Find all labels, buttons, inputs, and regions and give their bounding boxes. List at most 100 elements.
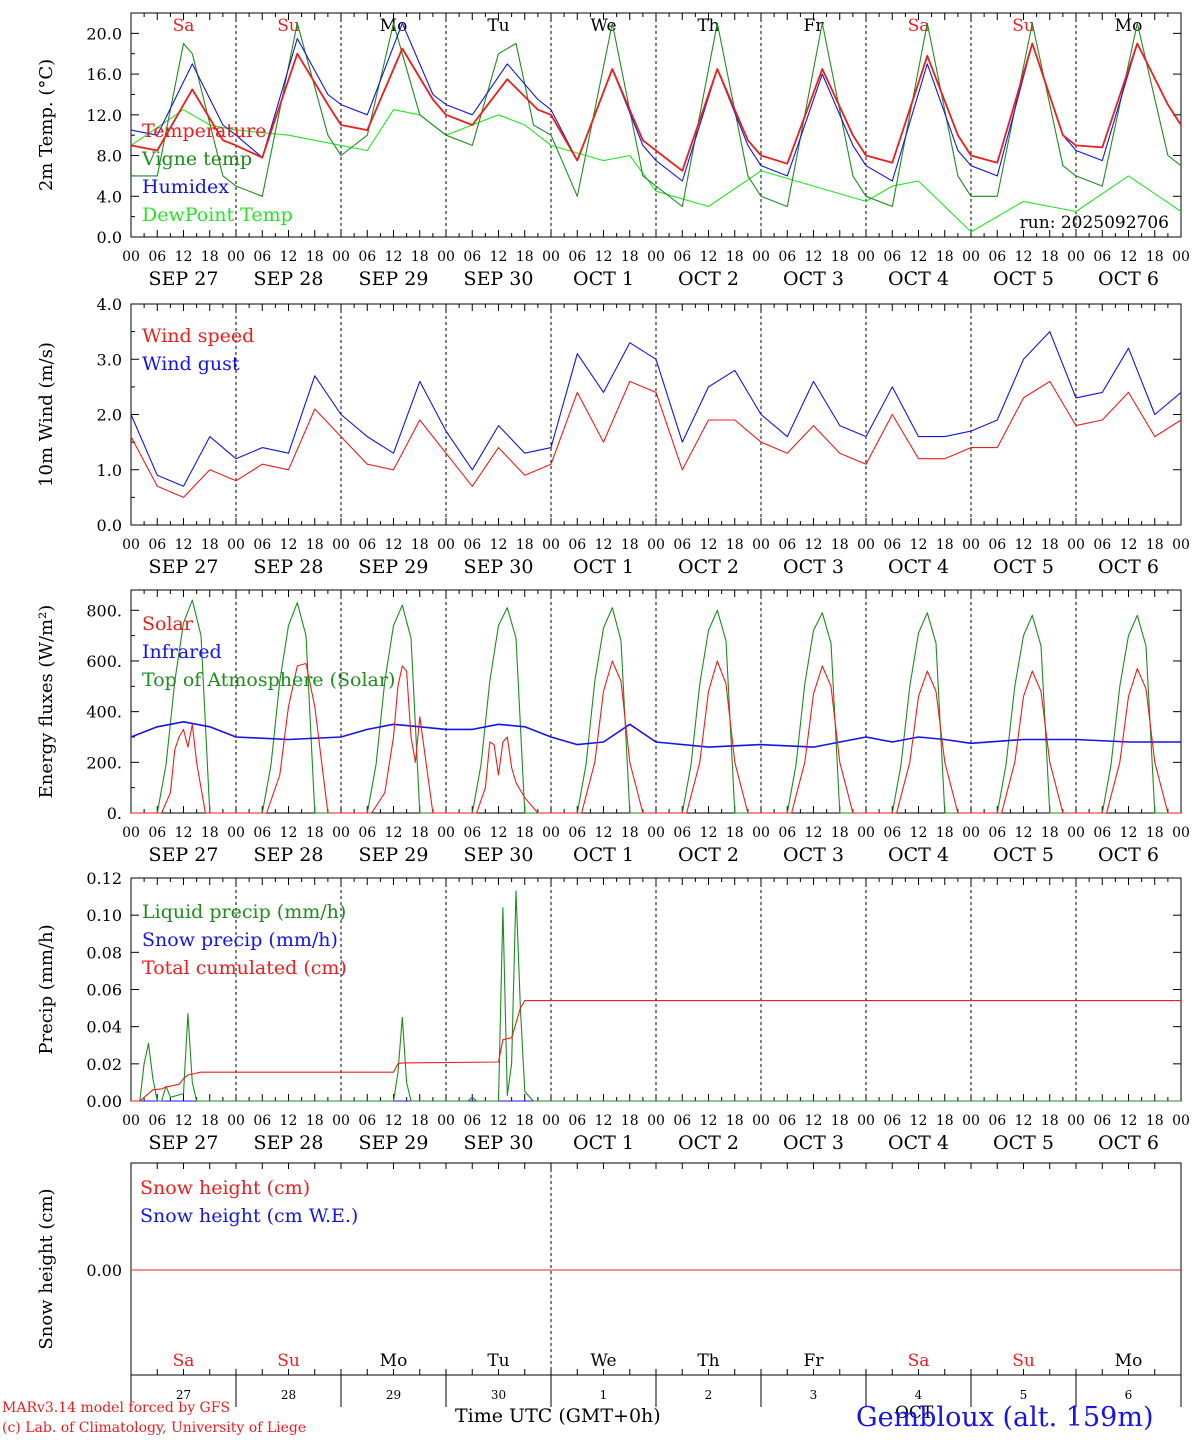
hour-tick-label: 06 xyxy=(883,825,901,841)
lab-credit: (c) Lab. of Climatology, University of L… xyxy=(2,1420,307,1436)
hour-tick-label: 06 xyxy=(358,1113,376,1129)
date-label: OCT 5 xyxy=(993,556,1054,578)
date-label: SEP 27 xyxy=(149,1132,219,1154)
day-number-label: 1 xyxy=(600,1388,608,1402)
hour-tick-label: 18 xyxy=(936,825,954,841)
series-total-cumulated-cm- xyxy=(131,1000,1181,1102)
series-dewpoint-temp xyxy=(130,109,1182,233)
panel-3: 00 06 12 18 00 06 12 18 00 06 12 18 00 06 12 18 00 06 12 18… xyxy=(36,589,1190,866)
hour-tick-label: 00 xyxy=(122,537,140,553)
hour-tick-label: 12 xyxy=(490,249,508,265)
hour-tick-label: 00 xyxy=(752,537,770,553)
date-label: SEP 27 xyxy=(149,268,219,290)
date-label: SEP 28 xyxy=(254,268,324,290)
hour-tick-label: 06 xyxy=(358,537,376,553)
weekday-label: Mo xyxy=(1115,1351,1143,1371)
weekday-label: Fr xyxy=(804,16,825,36)
date-label: OCT 6 xyxy=(1098,556,1159,578)
date-label: SEP 30 xyxy=(464,844,534,866)
hour-tick-label: 06 xyxy=(253,249,271,265)
y-axis-label: 2m Temp. (°C) xyxy=(36,59,57,191)
date-label: SEP 28 xyxy=(254,556,324,578)
hour-tick-label: 18 xyxy=(1041,825,1059,841)
hour-tick-label: 12 xyxy=(175,1113,193,1129)
hour-tick-label: 06 xyxy=(253,1113,271,1129)
day-number-label: 2 xyxy=(705,1388,713,1402)
station-overlap-label: OCT xyxy=(895,1403,934,1423)
hour-tick-label: 12 xyxy=(280,1113,298,1129)
hour-tick-label: 18 xyxy=(621,1113,639,1129)
weekday-label: We xyxy=(590,16,616,36)
hour-tick-label: 12 xyxy=(1015,249,1033,265)
hour-tick-label: 18 xyxy=(306,1113,324,1129)
day-number-label: 4 xyxy=(915,1388,923,1402)
hour-tick-label: 00 xyxy=(227,1113,245,1129)
day-number-label: 28 xyxy=(281,1388,296,1402)
hour-tick-label: 06 xyxy=(358,249,376,265)
legend-entry: DewPoint Temp xyxy=(142,204,293,226)
hour-tick-label: 06 xyxy=(1093,249,1111,265)
hour-tick-label: 00 xyxy=(647,825,665,841)
hour-tick-label: 00 xyxy=(332,825,350,841)
hour-tick-label: 00 xyxy=(1067,1113,1085,1129)
y-tick-label: 0.0 xyxy=(97,516,122,535)
date-label: OCT 4 xyxy=(888,844,949,866)
date-label: OCT 6 xyxy=(1098,844,1159,866)
hour-tick-label: 00 xyxy=(122,825,140,841)
hour-tick-label: 06 xyxy=(358,825,376,841)
date-label: OCT 3 xyxy=(783,556,844,578)
weekday-label: Sa xyxy=(173,1351,195,1371)
y-tick-label: 12.0 xyxy=(86,106,122,125)
hour-tick-label: 06 xyxy=(1093,1113,1111,1129)
date-label: OCT 6 xyxy=(1098,1132,1159,1154)
hour-tick-label: 18 xyxy=(621,537,639,553)
panel-1: 00 06 12 18 00 06 12 18 00 06 12 18 00 06 12 18 00 06 12 18… xyxy=(36,12,1190,290)
hour-tick-label: 00 xyxy=(1067,249,1085,265)
hour-tick-label: 18 xyxy=(726,1113,744,1129)
hour-tick-label: 18 xyxy=(831,825,849,841)
hour-tick-label: 00 xyxy=(962,249,980,265)
hour-tick-label: 00 xyxy=(647,249,665,265)
hour-tick-label: 18 xyxy=(516,825,534,841)
hour-tick-label: 00 xyxy=(1067,825,1085,841)
hour-tick-label: 12 xyxy=(910,825,928,841)
date-label: SEP 27 xyxy=(149,844,219,866)
hour-tick-label: 18 xyxy=(1041,537,1059,553)
weekday-label: Su xyxy=(277,1351,300,1371)
legend-entry: Liquid precip (mm/h) xyxy=(142,901,346,923)
hour-tick-label: 06 xyxy=(1093,537,1111,553)
date-label: SEP 28 xyxy=(254,1132,324,1154)
hour-tick-label: 18 xyxy=(621,825,639,841)
date-label: OCT 4 xyxy=(888,556,949,578)
hour-tick-label: 06 xyxy=(148,537,166,553)
day-number-label: 27 xyxy=(176,1388,191,1402)
hour-tick-label: 00 xyxy=(1172,1113,1190,1129)
hour-tick-label: 12 xyxy=(175,537,193,553)
hour-tick-label: 06 xyxy=(778,249,796,265)
y-axis-label: 10m Wind (m/s) xyxy=(36,342,57,487)
hour-tick-label: 18 xyxy=(1041,249,1059,265)
hour-tick-label: 12 xyxy=(280,249,298,265)
station-title: Gembloux (alt. 159m) xyxy=(856,1402,1154,1433)
y-axis-label: Snow height (cm) xyxy=(36,1188,57,1349)
weekday-label: Su xyxy=(1012,1351,1035,1371)
hour-tick-label: 06 xyxy=(568,537,586,553)
date-label: SEP 29 xyxy=(359,1132,429,1154)
date-label: OCT 1 xyxy=(573,268,634,290)
y-tick-label: 0.02 xyxy=(86,1055,122,1074)
date-label: OCT 3 xyxy=(783,1132,844,1154)
hour-tick-label: 00 xyxy=(647,1113,665,1129)
hour-tick-label: 12 xyxy=(595,825,613,841)
y-tick-label: 2.0 xyxy=(97,406,122,425)
hour-tick-label: 06 xyxy=(463,825,481,841)
hour-tick-label: 12 xyxy=(595,537,613,553)
hour-tick-label: 12 xyxy=(910,537,928,553)
hour-tick-label: 06 xyxy=(1093,825,1111,841)
hour-tick-label: 00 xyxy=(752,249,770,265)
legend-entry: Humidex xyxy=(142,176,229,198)
hour-tick-label: 00 xyxy=(542,825,560,841)
weekday-label: Su xyxy=(277,16,300,36)
series-vigne-temp xyxy=(131,22,1182,208)
hour-tick-label: 00 xyxy=(437,537,455,553)
date-label: SEP 30 xyxy=(464,1132,534,1154)
